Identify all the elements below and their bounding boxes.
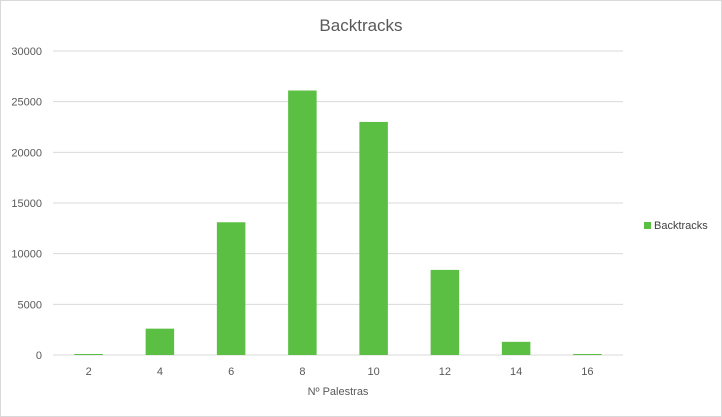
- x-tick-label: 16: [581, 366, 593, 378]
- bar: [430, 269, 460, 355]
- bar: [145, 328, 175, 355]
- y-tick-label: 0: [36, 350, 42, 362]
- chart-title: Backtracks: [319, 16, 402, 35]
- y-tick-label: 20000: [11, 147, 42, 159]
- legend-label: Backtracks: [654, 220, 708, 232]
- x-tick-label: 6: [228, 366, 234, 378]
- y-tick-label: 25000: [11, 97, 42, 109]
- x-axis-ticks: 2 4 6 8 10 12 14 16: [86, 366, 594, 378]
- y-tick-label: 5000: [18, 299, 42, 311]
- x-axis-label: Nº Palestras: [308, 386, 369, 398]
- bar: [359, 121, 388, 355]
- y-axis-ticks: 0 5000 10000 15000 20000 25000 30000: [11, 46, 42, 362]
- x-tick-label: 4: [157, 366, 163, 378]
- bar: [216, 222, 246, 355]
- y-tick-label: 30000: [11, 46, 42, 58]
- bar: [501, 341, 531, 355]
- legend: Backtracks: [644, 220, 708, 232]
- x-tick-label: 12: [439, 366, 451, 378]
- x-tick-label: 2: [86, 366, 92, 378]
- x-tick-label: 8: [299, 366, 305, 378]
- y-tick-label: 10000: [11, 249, 42, 261]
- y-tick-label: 15000: [11, 198, 42, 210]
- bar: [288, 90, 317, 356]
- gridlines: [53, 50, 623, 356]
- x-tick-label: 14: [510, 366, 522, 378]
- legend-swatch: [644, 222, 651, 229]
- x-tick-label: 10: [368, 366, 380, 378]
- bar: [74, 353, 103, 355]
- bar: [573, 353, 602, 355]
- bars: [74, 90, 602, 356]
